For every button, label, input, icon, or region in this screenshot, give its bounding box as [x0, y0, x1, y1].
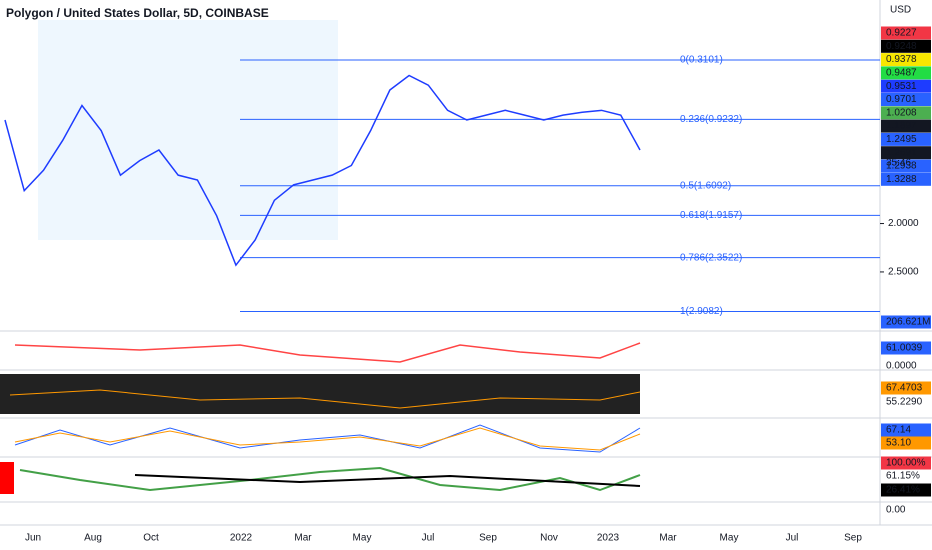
pane-label: 0.00 — [886, 505, 906, 516]
price-badge-label: 0.9701 — [886, 94, 917, 105]
pane-badge — [881, 456, 931, 470]
price-badge-label: 1.0208 — [886, 107, 917, 118]
price-badge-label: 1.3288 — [886, 174, 917, 185]
pane-label: 206.621M — [886, 317, 930, 328]
price-badge-label: 0.9531 — [886, 81, 917, 92]
price-badge — [881, 26, 931, 40]
pane-label: 0.0000 — [886, 361, 917, 372]
pane-separators — [0, 0, 932, 526]
osc-line — [9, 389, 641, 409]
x-tick-label: Nov — [540, 533, 558, 544]
pane-badge — [881, 315, 931, 329]
price-badge-label: 0.9227 — [886, 28, 917, 39]
fib-label: 0(0.3101) — [680, 55, 723, 66]
osc-block — [0, 374, 640, 414]
countdown: 35:46 — [886, 158, 911, 169]
x-tick-label: Aug — [84, 533, 102, 544]
price-badge-label: 1.2691 — [886, 147, 917, 158]
stoch-line — [14, 427, 641, 451]
pane-badge — [881, 423, 931, 437]
y-tick-label: 2.0000 — [888, 218, 919, 229]
pane-badge — [881, 436, 931, 450]
x-tick-label: Mar — [294, 533, 312, 544]
stoch-line — [14, 424, 641, 453]
price-badge-label: 1.1897 — [886, 121, 917, 132]
price-badge-label: 0.9487 — [886, 68, 917, 79]
price-badge — [881, 159, 931, 173]
price-badge — [881, 146, 931, 160]
price-badge — [881, 66, 931, 80]
pane-badge — [881, 483, 931, 497]
pane-label: 61.0039 — [886, 343, 923, 354]
pane-label: 26.41% — [886, 485, 920, 496]
x-tick-label: Mar — [659, 533, 677, 544]
price-badge — [881, 172, 931, 186]
pane-label: 67.4703 — [886, 383, 923, 394]
price-badge — [881, 53, 931, 67]
fib-label: 0.5(1.6092) — [680, 180, 731, 191]
x-tick-label: Jul — [786, 533, 799, 544]
band-fill — [38, 20, 338, 240]
trend-line — [134, 474, 641, 487]
price-badge-label: 1.2938 — [886, 161, 917, 172]
fib-label: 0.618(1.9157) — [680, 210, 742, 221]
pane-label: 55.2290 — [886, 397, 923, 408]
currency: USD — [890, 5, 911, 16]
price-badge-label: 1.2495 — [886, 134, 917, 145]
x-tick-label: Oct — [143, 533, 159, 544]
pane-label: 100.00% — [886, 458, 926, 469]
price-badge — [881, 132, 931, 146]
price-badge — [881, 79, 931, 93]
pane-label: 67.14 — [886, 425, 911, 436]
price-badge — [881, 93, 931, 106]
chart-title: Polygon / United States Dollar, 5D, COIN… — [6, 6, 269, 20]
pane-badge — [881, 381, 931, 395]
pane-badge — [881, 341, 931, 355]
fib-label: 1(2.9082) — [680, 306, 723, 317]
x-tick-label: May — [353, 533, 372, 544]
x-tick-label: Sep — [479, 533, 497, 544]
price-badge — [881, 39, 931, 53]
osc-line — [14, 342, 641, 363]
fib-label: 0.786(2.3522) — [680, 252, 742, 263]
price-badge-label: 0.9248 — [886, 41, 917, 52]
x-tick-label: Jul — [422, 533, 435, 544]
x-tick-label: 2022 — [230, 533, 253, 544]
price-line — [4, 74, 641, 267]
pane-label: 53.10 — [886, 438, 911, 449]
x-tick-label: Sep — [844, 533, 862, 544]
price-badge — [881, 119, 931, 133]
pane-label: 61.15% — [886, 471, 920, 482]
x-tick-label: Jun — [25, 533, 41, 544]
fib-label: 0.236(0.9232) — [680, 114, 742, 125]
x-tick-label: May — [720, 533, 739, 544]
price-badge-label: 0.9378 — [886, 54, 917, 65]
y-tick-label: 2.5000 — [888, 267, 919, 278]
x-tick-label: 2023 — [597, 533, 620, 544]
price-badge — [881, 106, 931, 120]
rainbow-block — [0, 462, 14, 494]
